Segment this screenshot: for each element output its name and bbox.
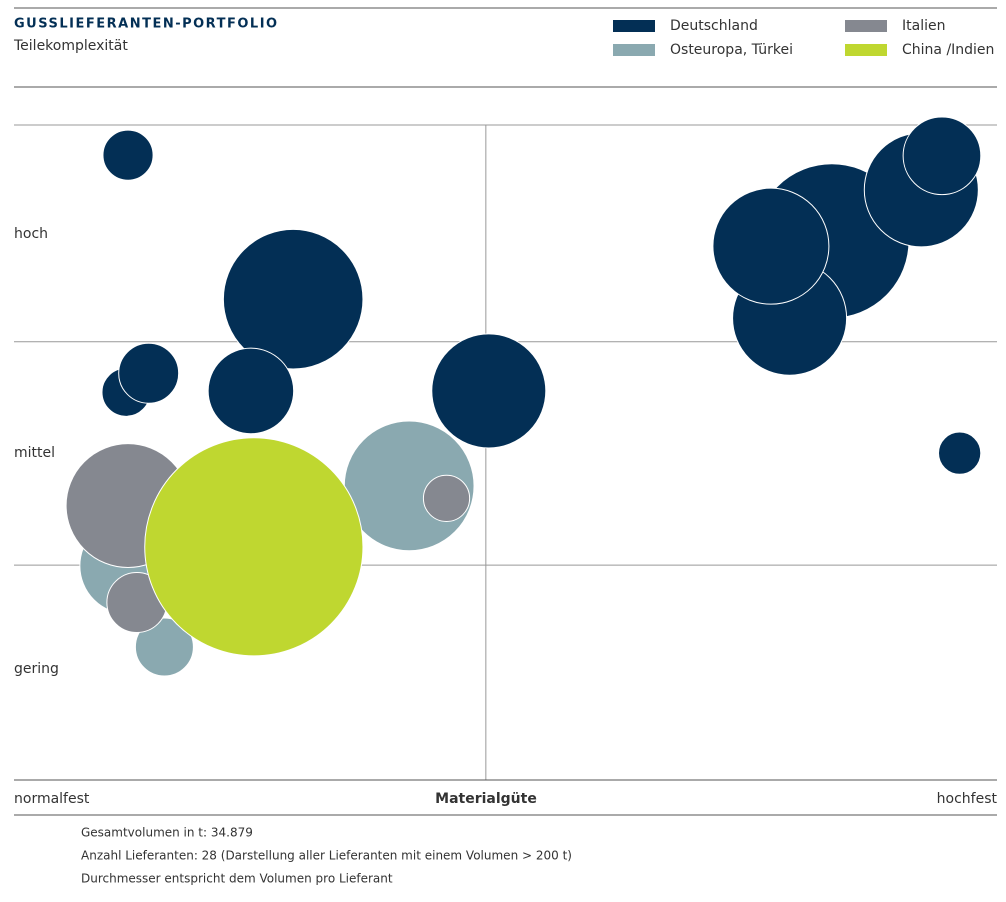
x-axis-label: Materialgüte <box>435 791 537 807</box>
legend-swatch <box>613 20 655 32</box>
bubble <box>102 129 154 181</box>
bubble <box>134 617 194 677</box>
legend-label: Italien <box>902 18 945 34</box>
note: Anzahl Lieferanten: 28 (Darstellung alle… <box>81 849 572 863</box>
legend-swatch <box>845 20 887 32</box>
bubble <box>422 474 471 522</box>
legend-label: China /Indien <box>902 42 994 58</box>
y-category-label: hoch <box>14 226 48 242</box>
legend-swatch <box>845 44 887 56</box>
bubble <box>207 347 295 435</box>
note: Gesamtvolumen in t: 34.879 <box>81 826 253 840</box>
bubble <box>431 333 547 449</box>
x-end-label: normalfest <box>14 791 90 807</box>
y-category-label: gering <box>14 661 59 677</box>
x-end-label: hochfest <box>937 791 998 807</box>
legend-label: Deutschland <box>670 18 758 34</box>
bubble <box>938 431 982 475</box>
legend-swatch <box>613 44 655 56</box>
bubble <box>222 228 364 370</box>
chart-title: GUSSLIEFERANTEN-PORTFOLIO <box>14 17 279 32</box>
bubble <box>712 187 830 305</box>
bubble <box>144 437 364 657</box>
bubble <box>118 342 180 404</box>
subtitle: Teilekomplexität <box>13 38 128 54</box>
legend-label: Osteuropa, Türkei <box>670 42 793 58</box>
bubble <box>902 116 982 196</box>
y-category-label: mittel <box>14 445 55 461</box>
note: Durchmesser entspricht dem Volumen pro L… <box>81 872 393 886</box>
